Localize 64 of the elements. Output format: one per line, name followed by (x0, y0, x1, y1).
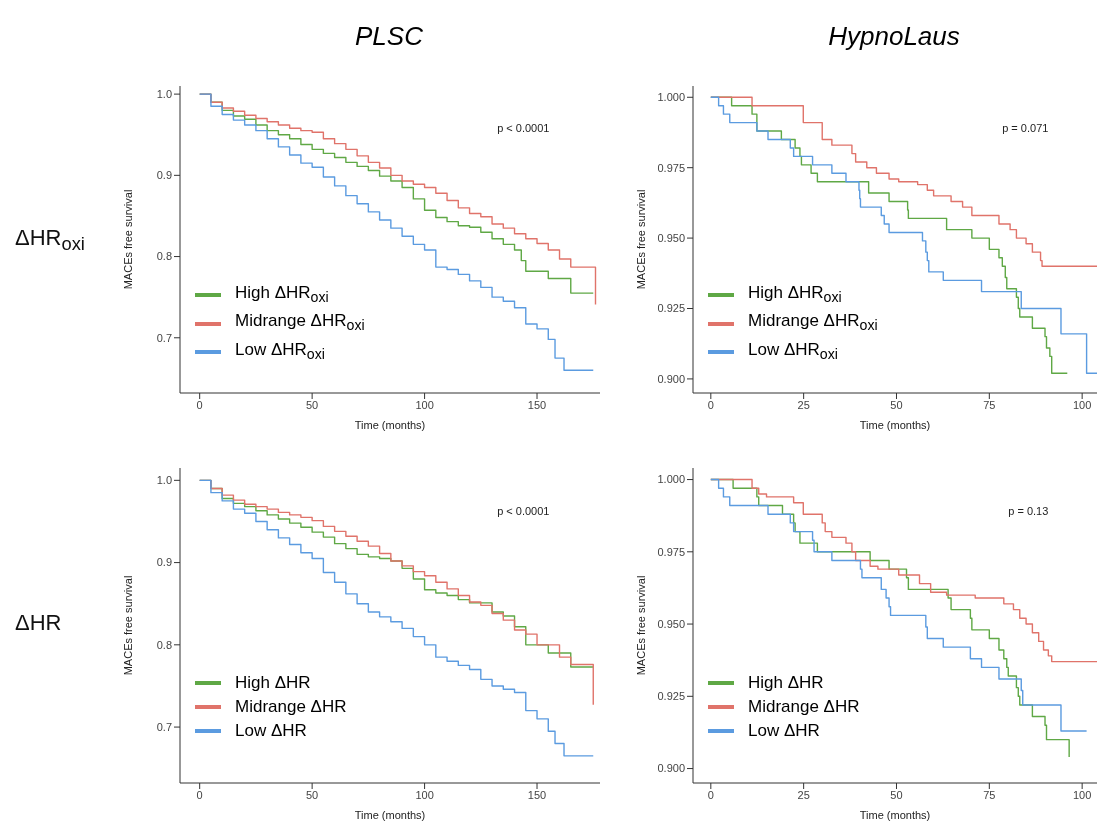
x-tick-label: 50 (306, 398, 319, 411)
y-tick-label: 0.950 (657, 617, 685, 630)
x-tick-label: 150 (527, 398, 547, 411)
y-axis-title: MACEs free survival (634, 575, 647, 676)
x-tick-label: 0 (707, 398, 714, 411)
x-tick-label: 75 (983, 788, 996, 801)
y-tick-label: 1.000 (657, 91, 685, 104)
x-tick-label: 100 (415, 398, 434, 411)
legend-label: High ΔHR (748, 672, 824, 694)
y-tick-label: 0.925 (657, 302, 685, 315)
x-tick-label: 25 (797, 398, 810, 411)
y-tick-label: 1.0 (156, 474, 172, 487)
x-tick-label: 50 (306, 788, 319, 801)
x-tick-label: 100 (415, 788, 434, 801)
x-tick-label: 100 (1072, 398, 1092, 411)
x-axis-title: Time (months) (354, 809, 426, 821)
y-axis-title: MACEs free survival (121, 575, 134, 676)
legend-label: Midrange ΔHR$_{oxi}$ (235, 310, 365, 336)
x-tick-label: 0 (707, 788, 714, 801)
y-tick-label: 1.0 (156, 88, 172, 101)
x-tick-label: 25 (797, 788, 810, 801)
y-tick-label: 0.900 (657, 372, 685, 385)
legend-label: Midrange ΔHR (748, 696, 860, 718)
x-axis-title: Time (months) (859, 809, 931, 821)
legend-label: Low ΔHR (235, 720, 307, 742)
text: ΔHR (15, 610, 62, 637)
annotation: p < 0.0001 (497, 505, 550, 518)
annotation: p < 0.0001 (497, 122, 550, 135)
legend-label: Low ΔHR$_{oxi}$ (235, 338, 325, 365)
text: ΔHR$_{oxi}$ (15, 225, 85, 256)
legend-label: Midrange ΔHR$_{oxi}$ (748, 310, 878, 336)
x-axis-title: Time (months) (354, 419, 426, 431)
legend-label: Low ΔHR$_{oxi}$ (748, 338, 838, 365)
y-axis-title: MACEs free survival (121, 189, 134, 290)
legend-label: Low ΔHR (748, 720, 820, 742)
y-tick-label: 0.975 (657, 545, 685, 558)
y-tick-label: 0.950 (657, 232, 685, 244)
x-tick-label: 150 (527, 788, 547, 801)
y-tick-label: 0.975 (657, 161, 685, 174)
y-tick-label: 0.925 (657, 690, 685, 703)
y-tick-label: 0.8 (156, 638, 172, 651)
y-tick-label: 0.7 (156, 331, 172, 344)
legend-label: High ΔHR$_{oxi}$ (235, 282, 329, 308)
x-tick-label: 75 (983, 398, 996, 411)
x-tick-label: 100 (1072, 788, 1092, 801)
chart-title: HypnoLaus (827, 21, 961, 52)
x-tick-label: 50 (890, 788, 903, 801)
annotation: p = 0.13 (1008, 505, 1049, 518)
chart-title: PLSC (354, 21, 424, 52)
legend-label: High ΔHR (235, 672, 311, 694)
y-tick-label: 0.7 (156, 720, 172, 733)
x-axis-title: Time (months) (859, 419, 931, 431)
annotation: p = 0.071 (1002, 122, 1049, 135)
y-tick-label: 1.000 (657, 473, 685, 486)
legend-label: Midrange ΔHR (235, 696, 347, 718)
y-tick-label: 0.8 (156, 250, 172, 263)
y-tick-label: 0.900 (657, 762, 685, 775)
legend-label: High ΔHR$_{oxi}$ (748, 282, 842, 308)
y-tick-label: 0.9 (156, 556, 172, 569)
x-tick-label: 50 (890, 398, 903, 411)
y-axis-title: MACEs free survival (634, 189, 647, 290)
x-tick-label: 0 (196, 788, 203, 801)
y-tick-label: 0.9 (156, 169, 172, 182)
x-tick-label: 0 (196, 398, 203, 411)
